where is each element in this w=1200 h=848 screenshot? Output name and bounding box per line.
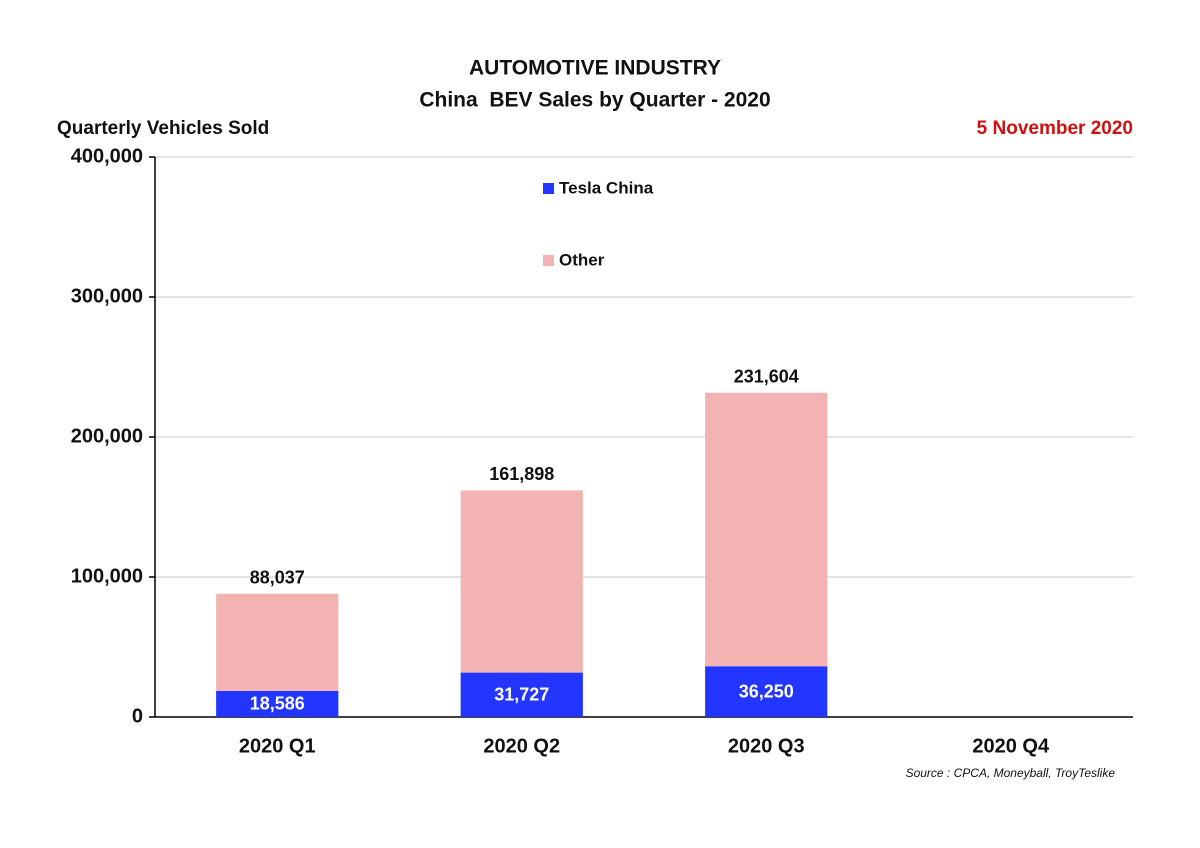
bar-segment (460, 490, 583, 673)
x-tick-label: 2020 Q3 (728, 735, 805, 757)
source: Source : CPCA, Moneyball, TroyTeslike (906, 766, 1116, 780)
bar-segment (216, 593, 339, 691)
x-tick-label: 2020 Q1 (239, 735, 316, 757)
legend-swatch (543, 255, 554, 266)
legend-label: Other (559, 250, 605, 269)
data-label: 18,586 (250, 694, 305, 714)
y-tick-label: 200,000 (71, 425, 143, 447)
bar-segment (216, 690, 339, 717)
y-tick-label: 300,000 (71, 285, 143, 307)
legend-label: Tesla China (559, 178, 654, 197)
date: 5 November 2020 (977, 118, 1133, 139)
y-tick-label: 100,000 (71, 565, 143, 587)
total-label: 231,604 (734, 367, 799, 387)
data-label: 36,250 (739, 681, 794, 701)
x-tick-label: 2020 Q4 (972, 735, 1050, 757)
y-axis-label: Quarterly Vehicles Sold (57, 118, 269, 139)
chart-title: AUTOMOTIVE INDUSTRY (469, 57, 721, 80)
total-label: 161,898 (489, 464, 554, 484)
y-tick-label: 0 (132, 705, 143, 727)
bar-segment (705, 666, 828, 717)
legend-swatch (543, 183, 554, 194)
bar-segment (705, 392, 828, 667)
y-tick-label: 400,000 (71, 145, 143, 167)
data-label: 31,727 (494, 685, 549, 705)
bar-segment (460, 672, 583, 717)
chart-subtitle: China BEV Sales by Quarter - 2020 (419, 89, 770, 112)
x-tick-label: 2020 Q2 (483, 735, 560, 757)
total-label: 88,037 (250, 567, 305, 587)
